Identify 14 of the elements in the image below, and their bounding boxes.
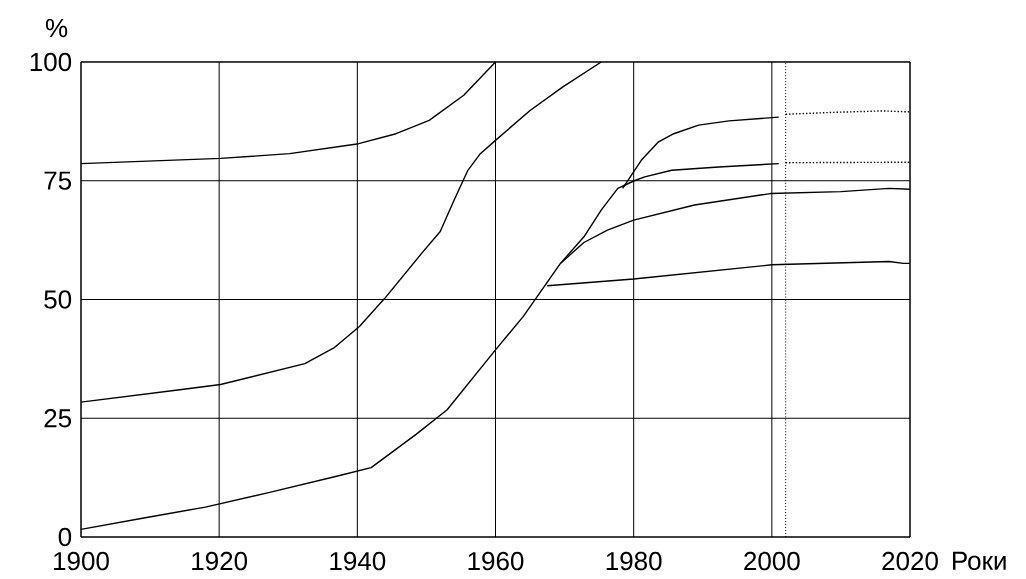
x-tick-label: 1940 — [330, 551, 386, 571]
y-tick-label: 50 — [44, 290, 72, 309]
x-tick-label: 2000 — [744, 551, 800, 571]
y-tick-label: 100 — [30, 52, 72, 72]
x-tick-label: 1980 — [606, 551, 662, 571]
y-tick-label: 25 — [44, 409, 72, 428]
y-axis-title: % — [45, 18, 68, 38]
y-tick-label: 75 — [44, 171, 72, 190]
x-tick-label: 1960 — [468, 551, 524, 571]
y-tick-label: 0 — [58, 527, 72, 547]
x-tick-label: 2020 — [882, 551, 938, 571]
x-axis-title: Роки — [953, 551, 1006, 570]
x-tick-label: 1920 — [192, 551, 248, 571]
x-tick-label: 1900 — [54, 551, 109, 571]
